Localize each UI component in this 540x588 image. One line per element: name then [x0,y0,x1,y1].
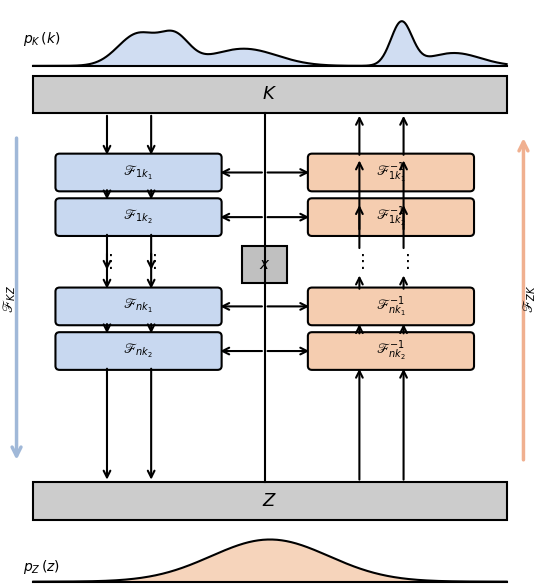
Text: $\vdots$: $\vdots$ [101,252,113,271]
Text: $\mathscr{F}_{KZ}$: $\mathscr{F}_{KZ}$ [2,285,18,313]
Text: $\vdots$: $\vdots$ [397,252,409,271]
Text: $\vdots$: $\vdots$ [145,252,157,271]
FancyBboxPatch shape [308,288,474,325]
Text: $\mathscr{F}_{nk_2}$: $\mathscr{F}_{nk_2}$ [124,342,153,360]
FancyBboxPatch shape [56,288,221,325]
FancyBboxPatch shape [242,246,287,283]
Text: $\mathscr{F}^{-1}_{nk_1}$: $\mathscr{F}^{-1}_{nk_1}$ [376,294,406,319]
Text: $p_K\,(k)$: $p_K\,(k)$ [23,29,60,48]
Text: $\mathscr{F}^{-1}_{1k_1}$: $\mathscr{F}^{-1}_{1k_1}$ [376,161,406,185]
FancyBboxPatch shape [56,332,221,370]
FancyBboxPatch shape [308,198,474,236]
Text: $\mathscr{F}_{ZK}$: $\mathscr{F}_{ZK}$ [522,285,538,313]
Text: $\mathscr{F}^{-1}_{1k_2}$: $\mathscr{F}^{-1}_{1k_2}$ [376,205,406,229]
FancyBboxPatch shape [33,76,507,113]
FancyBboxPatch shape [308,153,474,191]
Text: $\vdots$: $\vdots$ [354,252,366,271]
Text: $\mathscr{F}_{1k_1}$: $\mathscr{F}_{1k_1}$ [124,163,153,182]
Text: $\mathscr{F}_{nk_1}$: $\mathscr{F}_{nk_1}$ [124,298,153,315]
FancyBboxPatch shape [56,198,221,236]
Text: $x$: $x$ [259,257,271,272]
FancyBboxPatch shape [308,332,474,370]
Text: $\mathscr{F}^{-1}_{nk_2}$: $\mathscr{F}^{-1}_{nk_2}$ [376,339,406,363]
FancyBboxPatch shape [56,153,221,191]
FancyBboxPatch shape [33,483,507,520]
Text: $\mathscr{F}_{1k_2}$: $\mathscr{F}_{1k_2}$ [124,208,153,226]
Text: $K$: $K$ [262,85,278,103]
Text: $p_Z\,(z)$: $p_Z\,(z)$ [23,558,60,576]
Text: $Z$: $Z$ [262,492,278,510]
